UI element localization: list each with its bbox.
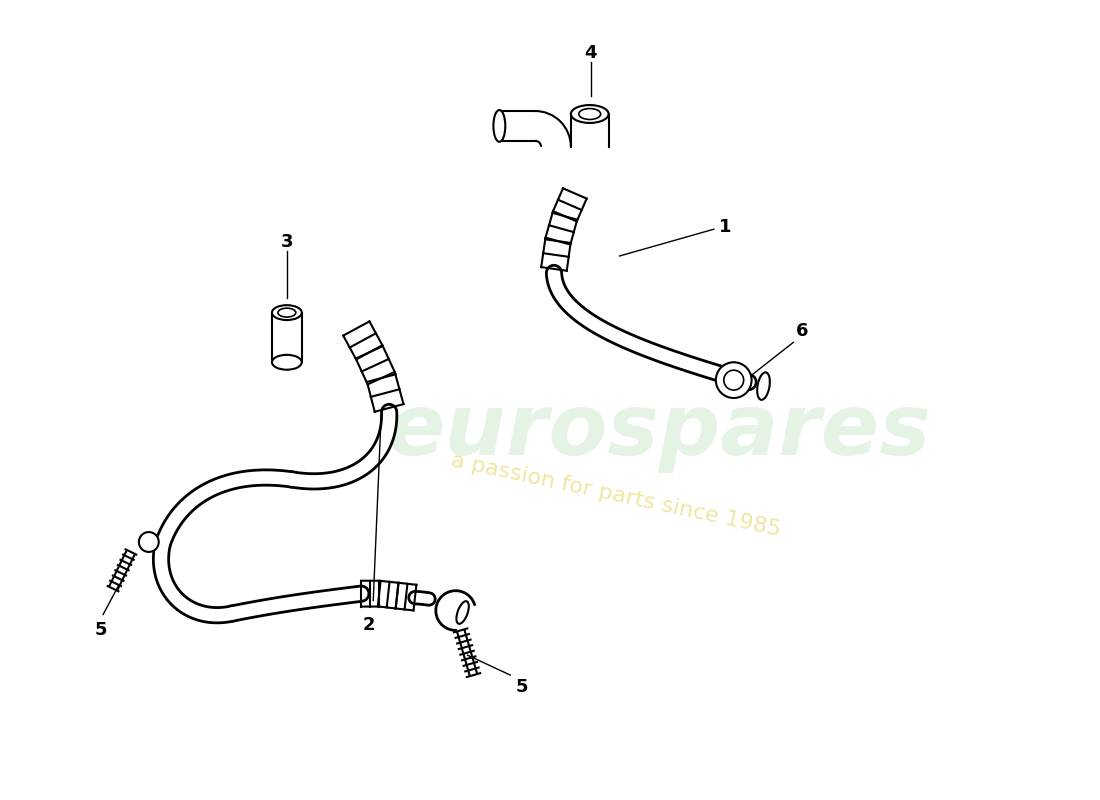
Ellipse shape	[494, 110, 505, 142]
Text: 5: 5	[515, 678, 528, 696]
Text: 4: 4	[584, 44, 597, 62]
Text: 5: 5	[95, 622, 108, 639]
Ellipse shape	[757, 372, 770, 400]
Ellipse shape	[272, 305, 301, 320]
Ellipse shape	[272, 355, 301, 370]
Text: 1: 1	[718, 218, 732, 236]
Text: eurospares: eurospares	[387, 390, 932, 474]
Ellipse shape	[456, 601, 469, 624]
Circle shape	[139, 532, 158, 552]
Text: 6: 6	[796, 322, 808, 341]
Text: 2: 2	[363, 617, 375, 634]
Text: a passion for parts since 1985: a passion for parts since 1985	[449, 450, 782, 540]
Circle shape	[716, 362, 751, 398]
Text: 3: 3	[280, 233, 293, 251]
Ellipse shape	[571, 105, 608, 123]
